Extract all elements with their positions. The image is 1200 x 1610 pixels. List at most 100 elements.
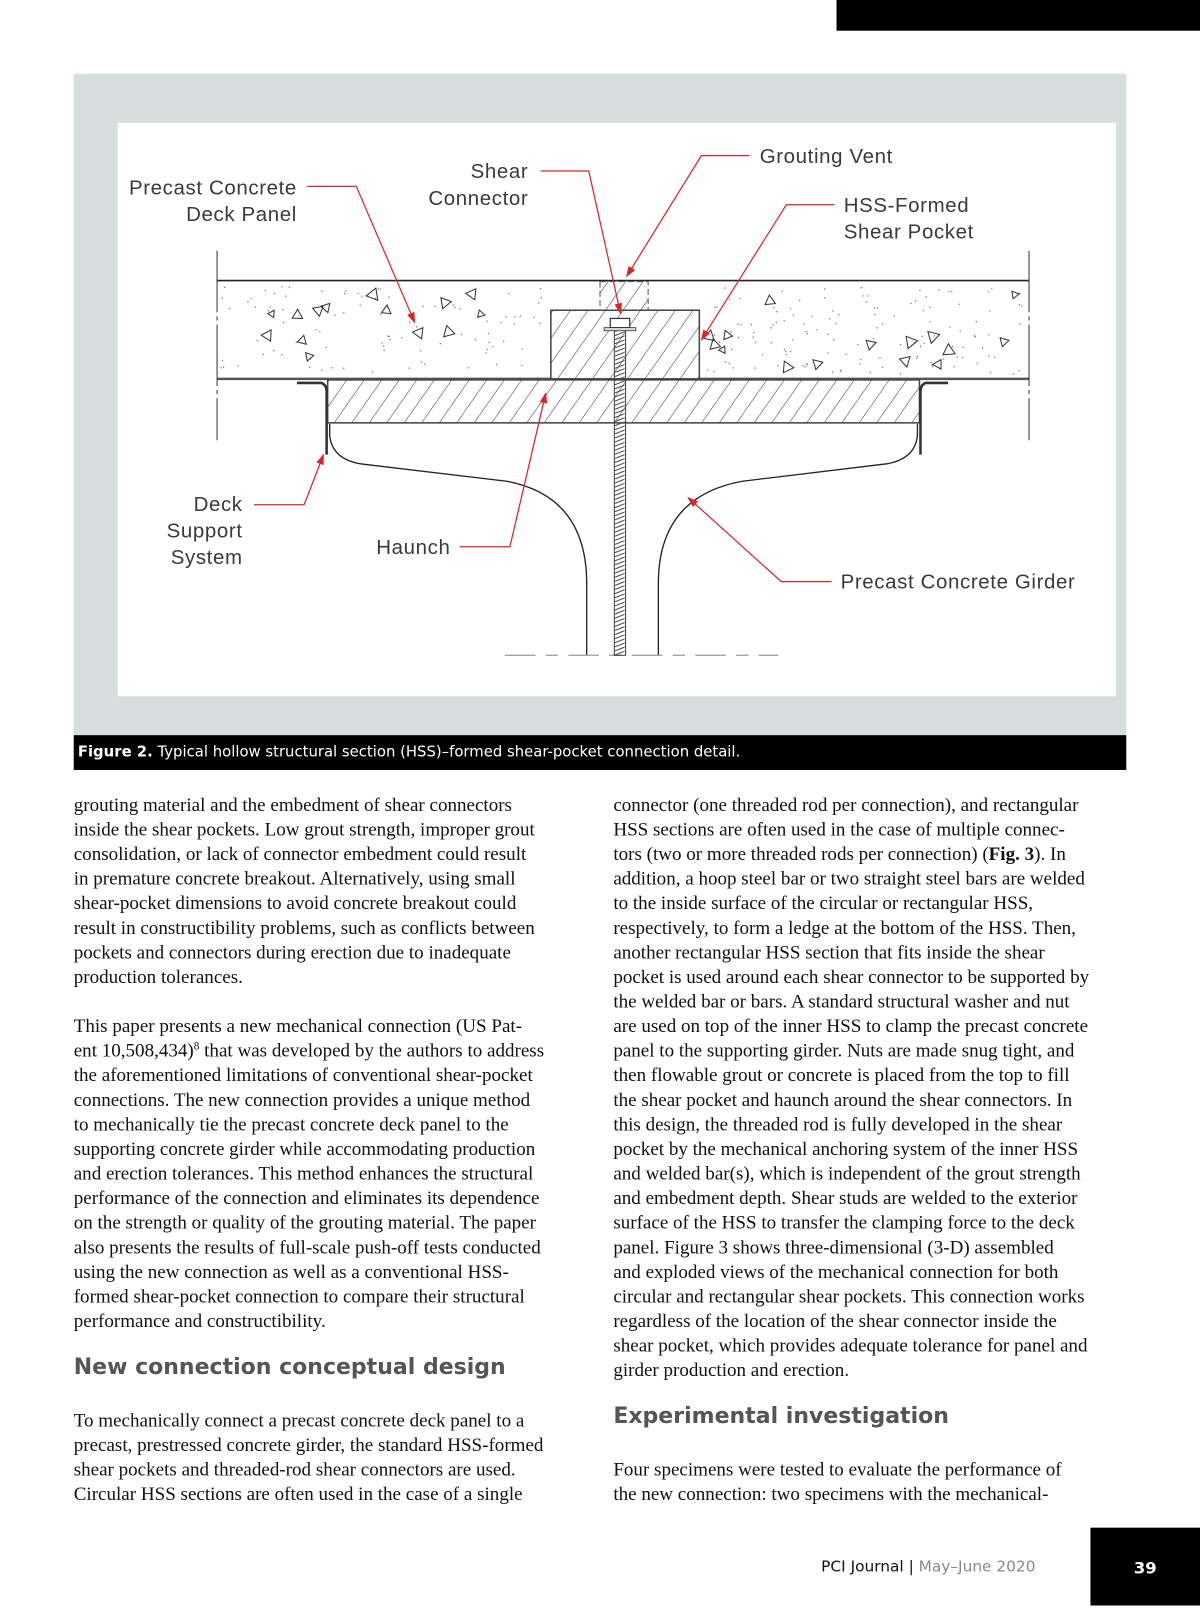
text-line: Four specimens were tested to evaluate t…: [613, 1459, 1062, 1481]
journal-name: PCI Journal: [821, 1557, 904, 1576]
text-line: shear pocket, which provides adequate to…: [613, 1335, 1088, 1357]
section-heading-experimental: Experimental investigation: [613, 1403, 949, 1430]
label-deck-support-line2: Support: [167, 520, 243, 543]
text-line: the welded bar or bars. A standard struc…: [613, 991, 1070, 1013]
text-line: ent 10,508,434)8 that was developed by t…: [74, 1039, 544, 1064]
text-line: this design, the threaded rod is fully d…: [613, 1114, 1063, 1136]
washer: [603, 327, 637, 332]
text-line: connections. The new connection provides…: [73, 1089, 531, 1111]
text-line: supporting concrete girder while accommo…: [73, 1138, 536, 1161]
label-shear-connector-line2: Connector: [428, 187, 528, 210]
text-line: the shear pocket and haunch around the s…: [613, 1089, 1073, 1111]
caption-label: Figure 2.: [77, 744, 153, 761]
label-shear-pocket-line2: Shear Pocket: [844, 221, 974, 244]
text-line: Circular HSS sections are often used in …: [73, 1483, 523, 1506]
citation-superscript: 8: [193, 1040, 200, 1053]
text-line: addition, a hoop steel bar or two straig…: [613, 868, 1085, 890]
leader-haunch: [459, 392, 548, 548]
left-para-1: grouting material and the embedment of s…: [74, 794, 535, 991]
text-line: respectively, to form a ledge at the bot…: [613, 917, 1076, 939]
text-line: shear pockets and threaded-rod shear con…: [73, 1459, 516, 1481]
text-line: also presents the results of full-scale …: [73, 1236, 541, 1259]
leader-shear-connector: [540, 170, 623, 315]
text-line: girder production and erection.: [613, 1359, 850, 1382]
leader-deck-panel: [307, 185, 416, 324]
text-line: on the strength or quality of the grouti…: [73, 1212, 536, 1234]
text-line: inside the shear pockets. Low grout stre…: [73, 819, 535, 841]
label-deck-panel-line2: Deck Panel: [186, 203, 297, 226]
text-line: regardless of the location of the shear …: [613, 1310, 1057, 1333]
text-span: tors (two or more threaded rods per conn…: [613, 843, 989, 866]
girder-outline-right: [657, 423, 919, 656]
text-line: performance and constructibility.: [73, 1310, 326, 1333]
label-girder: Precast Concrete Girder: [841, 571, 1076, 594]
left-para-3: To mechanically connect a precast concre…: [74, 1409, 544, 1507]
deck-support-right: [919, 381, 949, 455]
text-line: grouting material and the embedment of s…: [73, 794, 512, 817]
text-line: to mechanically tie the precast concrete…: [73, 1114, 509, 1136]
text-line: tors (two or more threaded rods per conn…: [613, 843, 1089, 868]
text-line: pockets and connectors during erection d…: [73, 941, 511, 964]
left-para-2: This paper presents a new mechanical con…: [74, 1015, 544, 1334]
text-line: the new connection: two specimens with t…: [613, 1483, 1049, 1506]
deck-support-left: [296, 381, 328, 455]
text-line: and welded bar(s), which is independent …: [613, 1163, 1081, 1185]
text-line: to the inside surface of the circular or…: [613, 892, 1034, 915]
caption-text: Typical hollow structural section (HSS)–…: [152, 744, 741, 761]
figure-reference: Fig. 3: [988, 843, 1035, 866]
text-span: ent 10,508,434): [73, 1040, 194, 1062]
text-line: shear-pocket dimensions to avoid concret…: [73, 892, 517, 915]
label-deck-panel-line1: Precast Concrete: [129, 177, 297, 200]
text-line: surface of the HSS to transfer the clamp…: [613, 1212, 1075, 1234]
deck-panel: [216, 250, 1030, 441]
header-bar: [836, 0, 1200, 31]
connection-detail-diagram: Precast Concrete Deck Panel Shear Connec…: [129, 145, 1076, 656]
text-line: and exploded views of the mechanical con…: [613, 1261, 1059, 1283]
label-shear-pocket-line1: HSS-Formed: [844, 194, 970, 217]
text-line: precast, prestressed concrete girder, th…: [73, 1434, 544, 1456]
issue-date: May–June 2020: [918, 1557, 1036, 1576]
text-line: consolidation, or lack of connector embe…: [73, 843, 527, 866]
text-line: the aforementioned limitations of conven…: [73, 1064, 533, 1087]
text-line: using the new connection as well as a co…: [73, 1261, 509, 1283]
leader-girder: [687, 496, 832, 583]
text-line: pocket is used around each shear connect…: [613, 966, 1090, 989]
footer-running-title: PCI Journal | May–June 2020: [821, 1557, 1035, 1575]
text-line: and erection tolerances. This method enh…: [73, 1163, 534, 1185]
text-line: are used on top of the inner HSS to clam…: [613, 1015, 1089, 1038]
text-span: ). In: [1034, 843, 1066, 866]
label-shear-connector-line1: Shear: [471, 160, 529, 183]
girder-outline-left: [329, 423, 588, 656]
grouting-vent: [599, 281, 649, 311]
right-para-2: Four specimens were tested to evaluate t…: [613, 1458, 1061, 1507]
label-haunch: Haunch: [376, 536, 450, 559]
text-line: This paper presents a new mechanical con…: [73, 1015, 523, 1038]
leader-deck-support: [253, 453, 325, 506]
right-para-1: connector (one threaded rod per connecti…: [613, 794, 1089, 1384]
leader-shear-pocket: [700, 204, 835, 341]
text-line: performance of the connection and elimin…: [73, 1187, 540, 1210]
figure-caption: Figure 2. Typical hollow structural sect…: [73, 735, 1127, 770]
text-span: that was developed by the authors to add…: [199, 1040, 545, 1062]
page-number: 39: [1090, 1527, 1200, 1606]
text-line: To mechanically connect a precast concre…: [73, 1409, 525, 1432]
label-grouting-vent: Grouting Vent: [760, 145, 893, 168]
text-line: result in constructibility problems, suc…: [73, 917, 535, 939]
text-line: HSS sections are often used in the case …: [613, 819, 1065, 841]
label-deck-support-line3: System: [171, 546, 243, 569]
text-line: then flowable grout or concrete is place…: [613, 1064, 1070, 1087]
threaded-rod: [603, 317, 637, 656]
section-heading-conceptual-design: New connection conceptual design: [73, 1354, 506, 1381]
text-line: panel to the supporting girder. Nuts are…: [613, 1040, 1075, 1062]
label-deck-support-line1: Deck: [194, 493, 243, 516]
text-line: pocket by the mechanical anchoring syste…: [613, 1138, 1079, 1161]
text-line: formed shear-pocket connection to compar…: [73, 1286, 525, 1308]
text-line: in premature concrete breakout. Alternat…: [73, 868, 516, 890]
text-line: production tolerances.: [73, 966, 243, 989]
text-line: circular and rectangular shear pockets. …: [613, 1286, 1085, 1308]
text-line: another rectangular HSS section that fit…: [613, 941, 1045, 964]
leader-grouting-vent: [626, 155, 750, 278]
text-line: panel. Figure 3 shows three-dimensional …: [613, 1236, 1054, 1259]
concrete-aggregate-texture: [220, 286, 1023, 375]
